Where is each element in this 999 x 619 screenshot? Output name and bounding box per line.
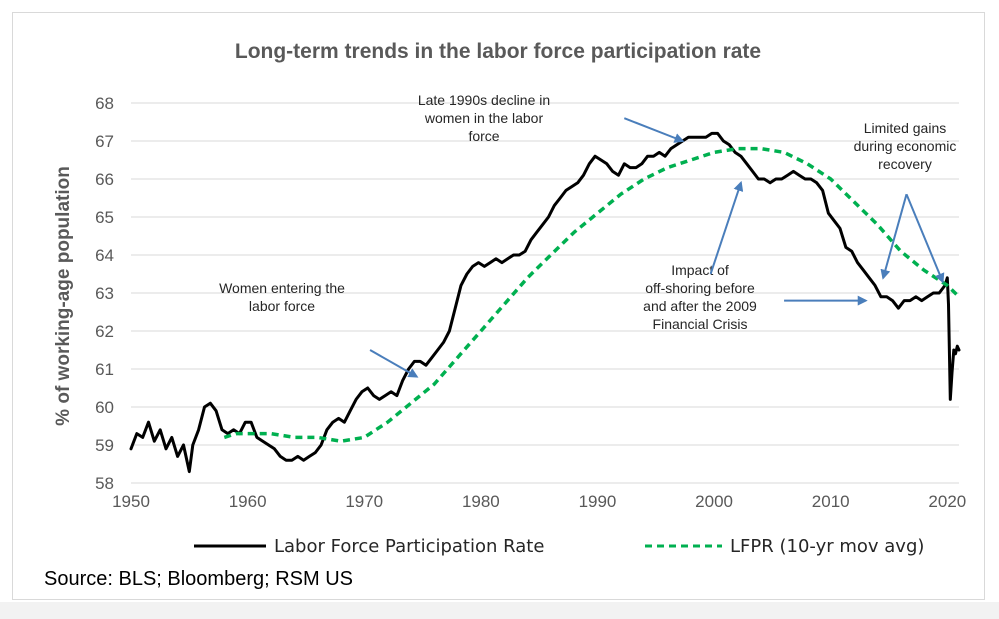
y-tick-label: 68 xyxy=(95,94,114,113)
axis-ticks: 58 59 60 61 62 63 64 65 66 67 68 1950 1960 1970 1980 19… xyxy=(95,94,966,511)
chart-title: Long-term trends in the labor force part… xyxy=(235,40,761,63)
y-tick-label: 65 xyxy=(95,208,114,227)
annotation-text: recovery xyxy=(878,156,932,172)
x-tick-label: 2020 xyxy=(928,492,966,511)
y-tick-label: 61 xyxy=(95,360,114,379)
annotation-text: Women entering the xyxy=(219,280,345,296)
y-tick-label: 62 xyxy=(95,322,114,341)
annotation-text: women in the labor xyxy=(424,110,544,126)
annotation-text: Financial Crisis xyxy=(653,316,748,332)
y-tick-label: 67 xyxy=(95,132,114,151)
x-tick-label: 2010 xyxy=(812,492,850,511)
gridlines xyxy=(131,102,959,484)
source-note: Source: BLS; Bloomberg; RSM US xyxy=(44,568,354,590)
series-lines xyxy=(129,131,961,474)
annotation-arrow xyxy=(905,193,945,284)
y-tick-label: 60 xyxy=(95,398,114,417)
y-tick-label: 58 xyxy=(95,474,114,493)
x-tick-label: 1950 xyxy=(112,492,150,511)
x-tick-label: 1990 xyxy=(579,492,617,511)
y-axis-label: % of working-age population xyxy=(53,166,74,426)
legend: Labor Force Participation Rate LFPR (10-y… xyxy=(194,536,924,557)
x-tick-label: 1980 xyxy=(462,492,500,511)
lfpr-line xyxy=(129,131,961,474)
y-tick-label: 66 xyxy=(95,170,114,189)
annotation-text: off-shoring before xyxy=(645,280,755,296)
legend-label-lfpr: Labor Force Participation Rate xyxy=(274,536,544,557)
x-tick-label: 1970 xyxy=(345,492,383,511)
chart-border xyxy=(12,12,985,600)
y-tick-label: 59 xyxy=(95,436,114,455)
x-tick-label: 2000 xyxy=(695,492,733,511)
annotation-text: during economic xyxy=(854,138,957,154)
annotation-arrow xyxy=(709,180,744,275)
annotation-text: Limited gains xyxy=(864,120,947,136)
x-tick-label: 1960 xyxy=(229,492,267,511)
y-tick-label: 63 xyxy=(95,284,114,303)
annotation-arrow xyxy=(623,117,685,143)
annotation-text: Late 1990s decline in xyxy=(418,92,550,108)
legend-label-moving-average: LFPR (10-yr mov avg) xyxy=(730,536,924,557)
annotation-text: labor force xyxy=(249,298,315,314)
bottom-strip xyxy=(0,602,999,619)
annotations: Women entering the labor force Late 1990s … xyxy=(219,92,957,378)
annotation-text: and after the 2009 xyxy=(643,298,757,314)
annotation-text: force xyxy=(468,128,499,144)
annotation-arrow xyxy=(880,193,908,280)
annotation-arrow xyxy=(369,349,419,378)
annotation-text: Impact of xyxy=(671,262,729,278)
y-tick-label: 64 xyxy=(95,246,114,265)
